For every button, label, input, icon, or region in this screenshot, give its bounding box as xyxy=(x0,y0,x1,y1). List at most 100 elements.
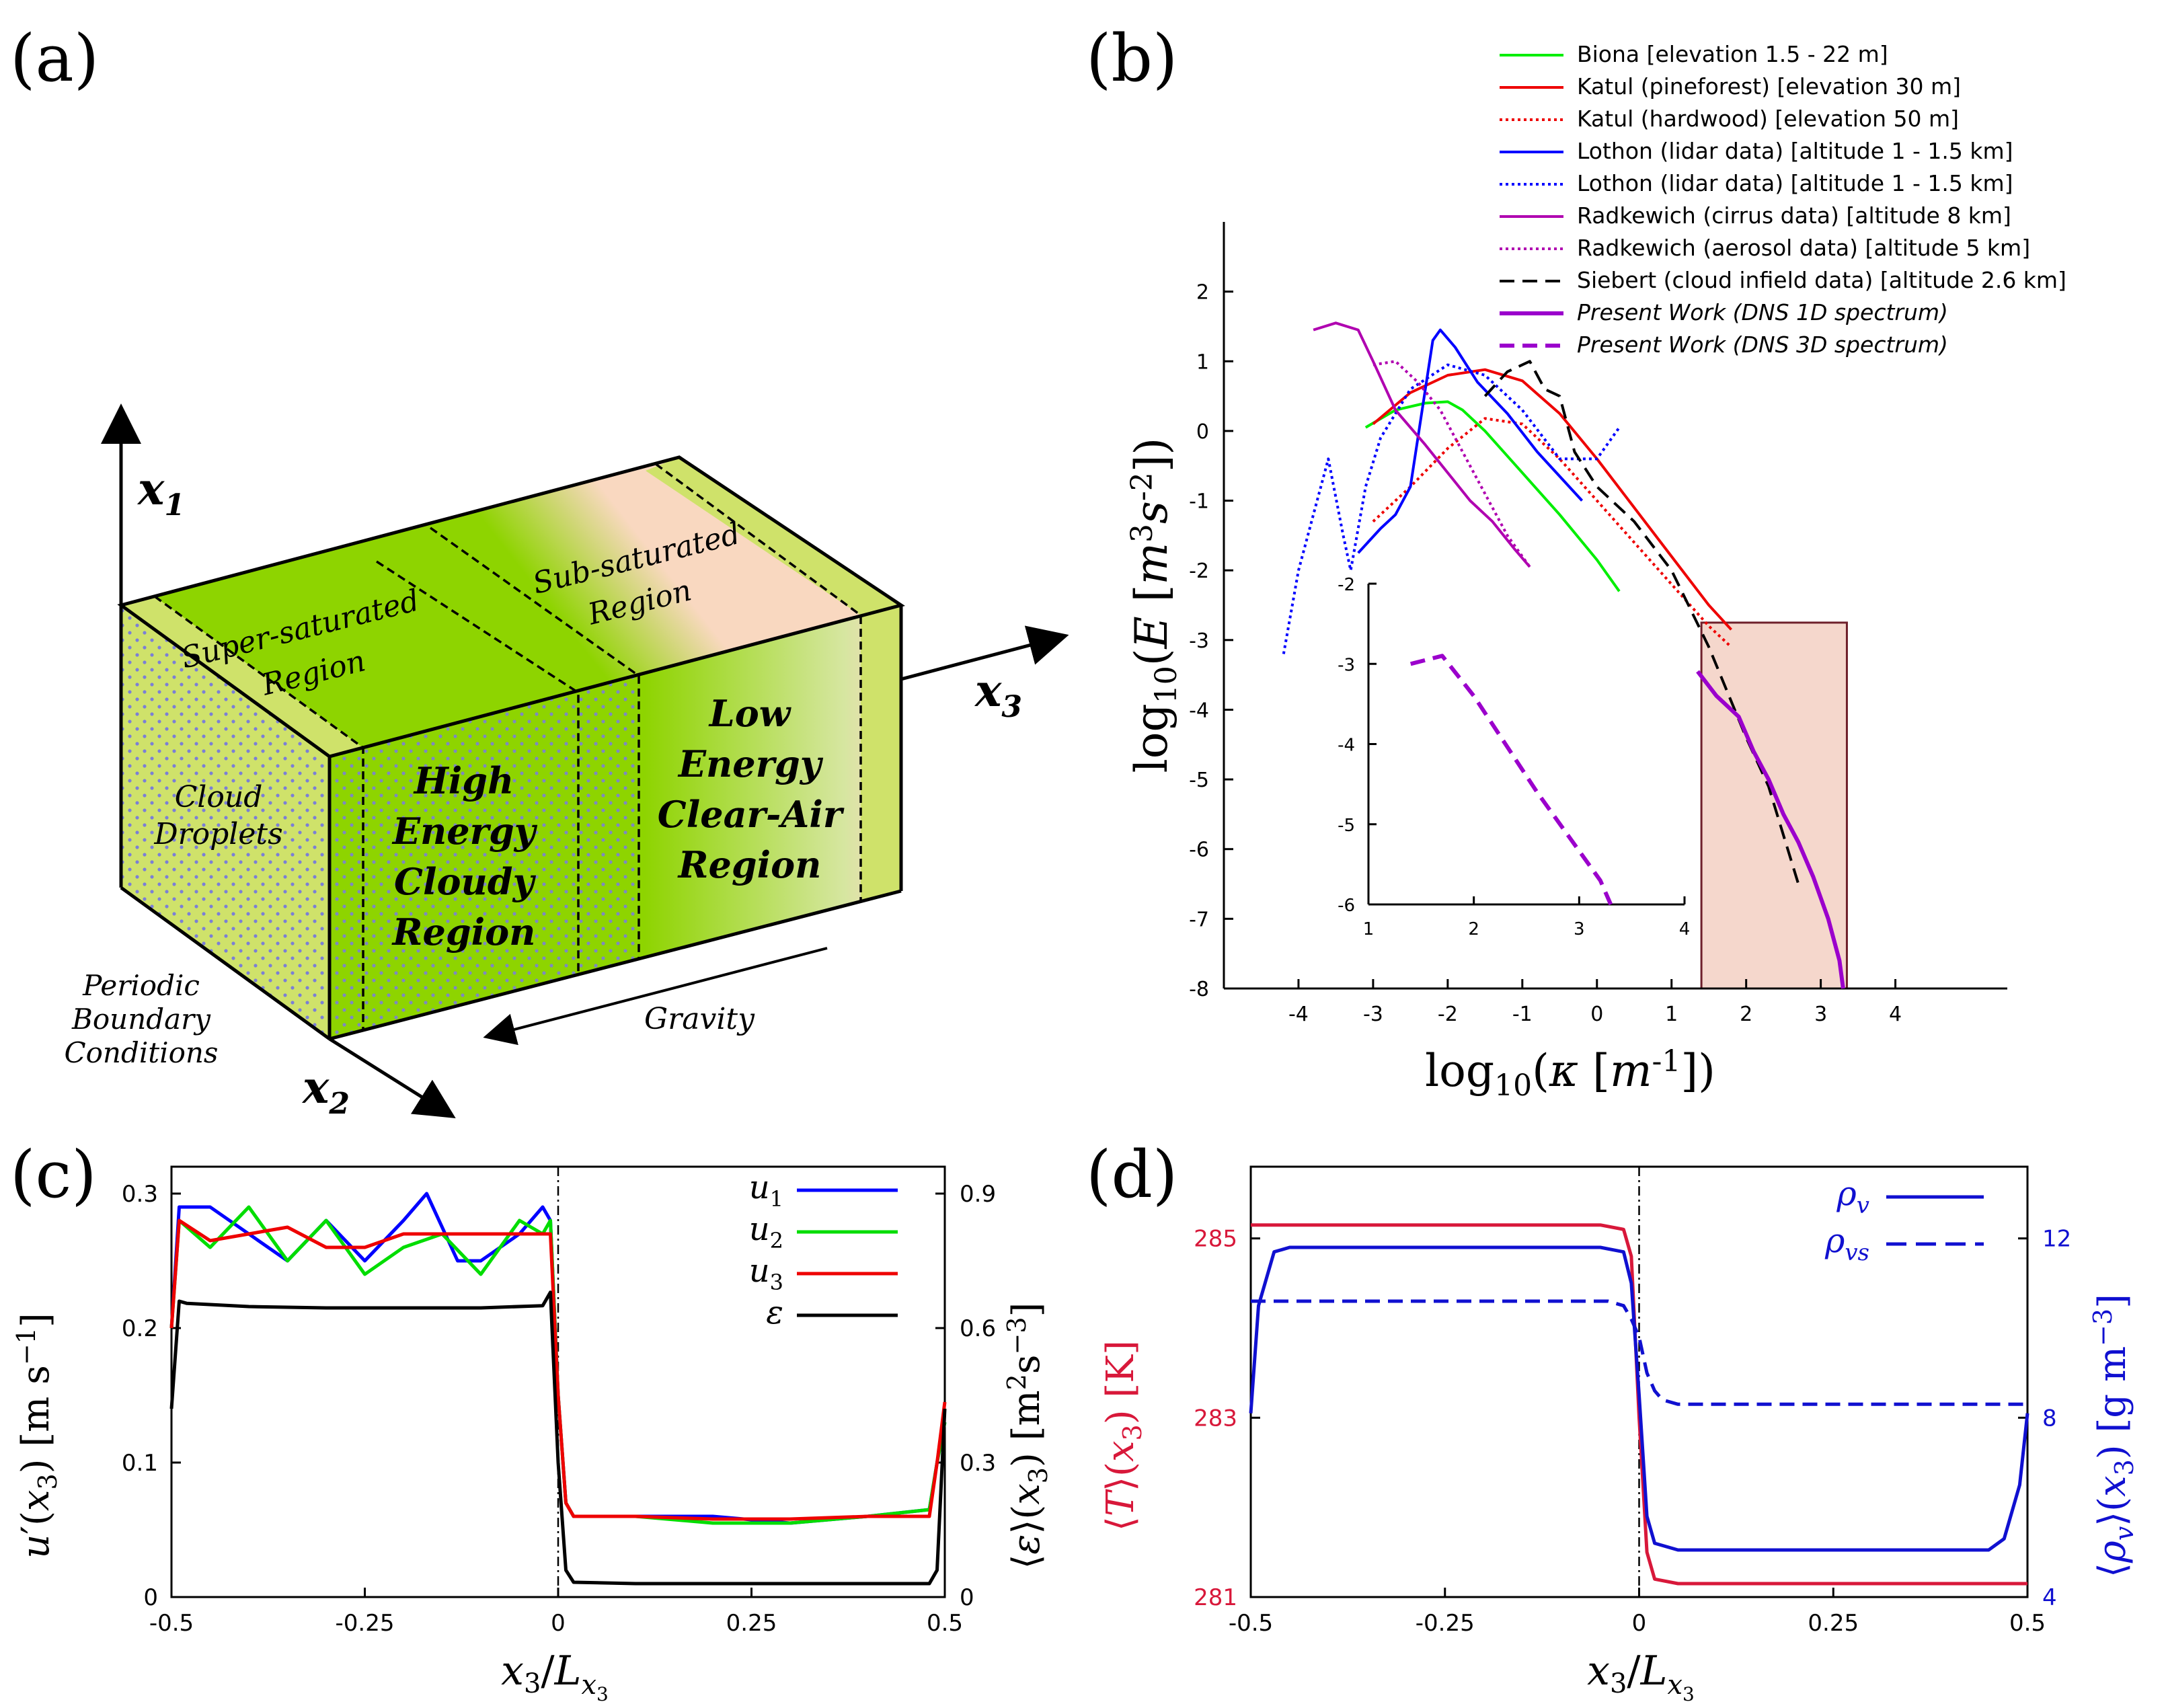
panel-d: (d) -0.5 -0.25 0 0.25 0.52812832854812ρvρvs … xyxy=(1086,1137,2139,1705)
legend-sub: 3 xyxy=(770,1270,783,1295)
inset-x-tick-label: 4 xyxy=(1679,919,1691,939)
legend-symbol: ρ xyxy=(1824,1221,1845,1260)
box-left-dots xyxy=(121,605,330,1039)
legend-sub: vs xyxy=(1845,1239,1869,1266)
series-line-7 xyxy=(1483,360,1800,885)
panel-a-label: (a) xyxy=(10,21,99,96)
legend-sub: 1 xyxy=(770,1186,783,1212)
high-energy-line1: High xyxy=(413,759,514,802)
periodic-line1: Periodic xyxy=(82,969,200,1002)
legend-label-4: Lothon (lidar data) [altitude 1 - 1.5 km… xyxy=(1577,170,2013,196)
y-tick-label: -5 xyxy=(1189,769,1209,792)
y-tick-label: -8 xyxy=(1189,978,1209,1001)
legend-label-1: Katul (pineforest) [elevation 30 m] xyxy=(1577,73,1961,100)
legend-label-1: ρvs xyxy=(1824,1221,1869,1266)
y2-tick-label: 0.6 xyxy=(960,1315,996,1342)
legend-label-6: Radkewich (aerosol data) [altitude 5 km] xyxy=(1577,235,2030,261)
x-tick-label: 0 xyxy=(1590,1003,1603,1026)
y-tick-label: 0.2 xyxy=(122,1315,158,1342)
x-tick-label: -4 xyxy=(1288,1003,1309,1026)
x-tick-label: 2 xyxy=(1740,1003,1752,1026)
y-tick-label: -1 xyxy=(1189,490,1209,514)
series-line-1 xyxy=(1249,1245,2029,1552)
y-tick-label: 283 xyxy=(1194,1405,1237,1432)
legend-label-3: ε xyxy=(766,1294,783,1331)
x2-axis-arrow xyxy=(328,1037,456,1118)
x-tick-label: 1 xyxy=(1665,1003,1678,1026)
panel-c: (c) -0.5 -0.25 0 0.25 0.500.10.20.300.30.60.… xyxy=(10,1137,1053,1705)
legend-label-0: ρv xyxy=(1836,1174,1869,1219)
high-energy-line3: Cloudy xyxy=(394,860,537,903)
legend-symbol: ρ xyxy=(1836,1174,1857,1213)
legend-label-2: Katul (hardwood) [elevation 50 m] xyxy=(1577,106,1959,132)
legend-label-9: Present Work (DNS 3D spectrum) xyxy=(1577,332,1948,358)
x-tick-label: -2 xyxy=(1438,1003,1458,1026)
legend-label-5: Radkewich (cirrus data) [altitude 8 km] xyxy=(1577,202,2011,229)
panel-b-xlabel: log10(κ [m-1]) xyxy=(1425,1044,1715,1103)
x-tick-label: 0.5 xyxy=(2009,1610,2046,1637)
legend-symbol: u xyxy=(749,1210,770,1248)
gravity-label: Gravity xyxy=(644,1002,755,1036)
inset-y-tick-label: -4 xyxy=(1338,736,1355,756)
x-tick-label: 0 xyxy=(551,1610,566,1637)
legend-label-1: u2 xyxy=(749,1210,783,1253)
legend-label-0: Biona [elevation 1.5 - 22 m] xyxy=(1577,41,1888,67)
y2-tick-label: 4 xyxy=(2042,1584,2057,1611)
inset-x-tick-label: 3 xyxy=(1574,919,1585,939)
inset-series-line-0 xyxy=(1409,654,1613,906)
legend-sub: v xyxy=(1857,1192,1869,1219)
y-tick-label: 0.3 xyxy=(122,1181,158,1208)
legend-label-7: Siebert (cloud infield data) [altitude 2… xyxy=(1577,267,2066,293)
x1-label: x1 xyxy=(137,463,185,522)
x3-label: x3 xyxy=(974,664,1022,724)
panel-d-xlabel: x3/Lx3 xyxy=(1587,1647,1695,1705)
x-tick-label: -0.25 xyxy=(336,1610,395,1637)
x-tick-label: -0.25 xyxy=(1416,1610,1475,1637)
y-tick-label: -4 xyxy=(1189,699,1209,722)
y-tick-label: -6 xyxy=(1189,839,1209,862)
panel-c-ylabel-left: u′(x3) [m s−1] xyxy=(11,1313,63,1558)
y-tick-label: 1 xyxy=(1196,350,1209,374)
region-dashed-lines xyxy=(153,463,862,1029)
panel-d-label: (d) xyxy=(1086,1137,1177,1212)
x3-axis-arrow xyxy=(900,625,1069,681)
y2-tick-label: 0 xyxy=(960,1584,974,1611)
y-tick-label: 2 xyxy=(1196,281,1209,305)
series-line-0 xyxy=(1364,400,1621,592)
legend-label-3: Lothon (lidar data) [altitude 1 - 1.5 km… xyxy=(1577,138,2013,164)
y2-tick-label: 12 xyxy=(2042,1226,2071,1253)
y-tick-label: 0 xyxy=(143,1584,158,1611)
inset-y-tick-label: -6 xyxy=(1338,896,1355,916)
panel-b-legend: Biona [elevation 1.5 - 22 m] Katul (pinef… xyxy=(1500,41,2066,358)
box-top-band xyxy=(646,457,901,615)
series-line-2 xyxy=(1251,1299,2027,1406)
low-energy-line1: Low xyxy=(708,692,792,735)
panel-b-label: (b) xyxy=(1086,21,1177,96)
panel-b-plot: -4 -3 -2 -1 0 1 2 3 4 -8 -7 -6 -5 -4 -3 -2 -1 0 1 2 1 2 3 4 -6 -5… xyxy=(1189,222,2007,1026)
series-line-8 xyxy=(1696,670,1845,989)
panel-c-label: (c) xyxy=(10,1137,97,1212)
legend-sub: 2 xyxy=(770,1228,783,1253)
x-tick-label: -1 xyxy=(1512,1003,1533,1026)
box-top-face xyxy=(121,457,901,756)
x-tick-label: -0.5 xyxy=(149,1610,194,1637)
inset-y-tick-label: -5 xyxy=(1338,816,1355,836)
low-energy-line2: Energy xyxy=(677,742,824,785)
y-tick-label: 285 xyxy=(1194,1226,1237,1253)
legend-symbol: ε xyxy=(766,1294,783,1331)
panel-b-ylabel: log10(E [m3s-2]) xyxy=(1125,438,1184,773)
periodic-line2: Boundary xyxy=(71,1003,211,1036)
y-tick-label: -3 xyxy=(1189,629,1209,653)
series-line-1 xyxy=(1372,368,1732,631)
legend-label-2: u3 xyxy=(749,1252,783,1295)
legend-label-8: Present Work (DNS 1D spectrum) xyxy=(1577,299,1948,325)
y-tick-label: 281 xyxy=(1194,1584,1237,1611)
panel-d-ylabel-right: ⟨ρv⟩(x3) [g m−3] xyxy=(2088,1294,2139,1578)
x-tick-label: 0.5 xyxy=(927,1610,963,1637)
inset-x-tick-label: 1 xyxy=(1363,919,1375,939)
y-tick-label: 0 xyxy=(1196,420,1209,444)
legend-symbol: u xyxy=(749,1169,770,1206)
y-tick-label: -2 xyxy=(1189,559,1209,583)
inset-y-tick-label: -2 xyxy=(1338,575,1355,595)
panel-c-ylabel-right: ⟨ε⟩(x3) [m2s−3] xyxy=(1002,1303,1053,1569)
